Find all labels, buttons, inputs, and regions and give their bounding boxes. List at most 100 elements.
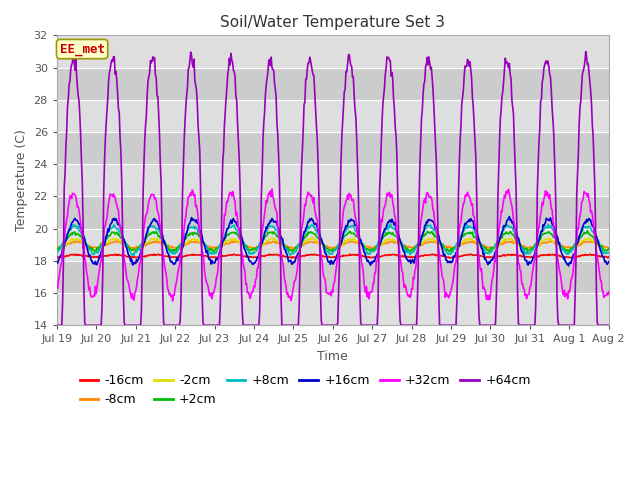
+32cm [79,232,86,238]
Bar [57,36,609,68]
-2cm [53,247,61,252]
+2cm [355,237,363,243]
+16cm [499,227,507,232]
+64cm [209,323,217,328]
Bar [57,68,609,100]
+2cm [500,231,508,237]
+64cm [356,295,364,300]
-2cm [500,238,508,243]
+64cm [69,45,77,50]
-2cm [308,234,316,240]
-16cm [213,255,221,261]
Bar [57,228,609,261]
-16cm [266,251,273,257]
Line: +8cm: +8cm [57,224,609,255]
Line: +32cm: +32cm [57,189,609,301]
-16cm [500,252,508,258]
Line: -2cm: -2cm [57,237,609,252]
Line: +64cm: +64cm [57,48,609,325]
+32cm [500,192,508,198]
-8cm [230,238,238,244]
-8cm [500,239,508,245]
-16cm [357,253,365,259]
+16cm [564,263,572,269]
-8cm [209,246,217,252]
+8cm [500,226,508,232]
-8cm [131,246,139,252]
-2cm [605,247,612,252]
X-axis label: Time: Time [317,350,348,363]
+16cm [374,251,382,257]
+2cm [53,246,61,252]
-2cm [523,249,531,254]
-16cm [376,253,383,259]
+8cm [79,233,86,239]
+64cm [430,103,438,108]
+8cm [209,250,217,256]
Bar [57,164,609,196]
+2cm [584,228,591,233]
Title: Soil/Water Temperature Set 3: Soil/Water Temperature Set 3 [220,15,445,30]
+8cm [53,250,61,255]
+64cm [53,323,61,328]
-8cm [376,243,383,249]
+2cm [486,250,493,255]
-2cm [430,239,438,244]
-16cm [79,253,86,259]
-2cm [356,241,364,247]
+32cm [268,186,276,192]
+2cm [208,247,216,253]
+32cm [431,220,438,226]
Line: +2cm: +2cm [57,230,609,252]
-2cm [79,240,86,246]
+16cm [53,259,61,265]
-8cm [605,245,612,251]
+16cm [355,232,363,238]
+32cm [605,289,612,295]
Bar [57,293,609,325]
Line: -8cm: -8cm [57,241,609,249]
+16cm [208,258,216,264]
Bar [57,100,609,132]
-2cm [375,243,383,249]
+8cm [431,226,438,231]
+16cm [605,259,612,264]
Bar [57,132,609,164]
+64cm [500,79,508,84]
+2cm [605,245,612,251]
+16cm [429,219,437,225]
+32cm [169,298,177,304]
+32cm [357,252,365,258]
+32cm [209,290,217,296]
Bar [57,196,609,228]
+8cm [375,238,383,243]
-2cm [208,247,216,253]
+64cm [375,253,383,259]
+8cm [387,221,394,227]
+2cm [429,232,437,238]
+2cm [374,242,382,248]
Y-axis label: Temperature (C): Temperature (C) [15,129,28,231]
-8cm [79,240,86,246]
-8cm [53,245,61,251]
+64cm [79,223,87,228]
+8cm [129,252,136,258]
-16cm [208,254,216,260]
+64cm [605,323,612,328]
Bar [57,261,609,293]
+16cm [79,229,86,235]
+8cm [356,236,364,241]
Line: -16cm: -16cm [57,254,609,258]
Text: EE_met: EE_met [60,43,104,56]
Legend: -16cm, -8cm, -2cm, +2cm, +8cm, +16cm, +32cm, +64cm: -16cm, -8cm, -2cm, +2cm, +8cm, +16cm, +3… [75,369,536,411]
+2cm [79,236,86,242]
-16cm [431,252,438,258]
-16cm [53,255,61,261]
-8cm [431,239,438,244]
Line: +16cm: +16cm [57,216,609,266]
-8cm [357,241,365,247]
+16cm [506,214,513,219]
+32cm [376,236,383,242]
-16cm [605,254,612,260]
+8cm [605,250,612,256]
